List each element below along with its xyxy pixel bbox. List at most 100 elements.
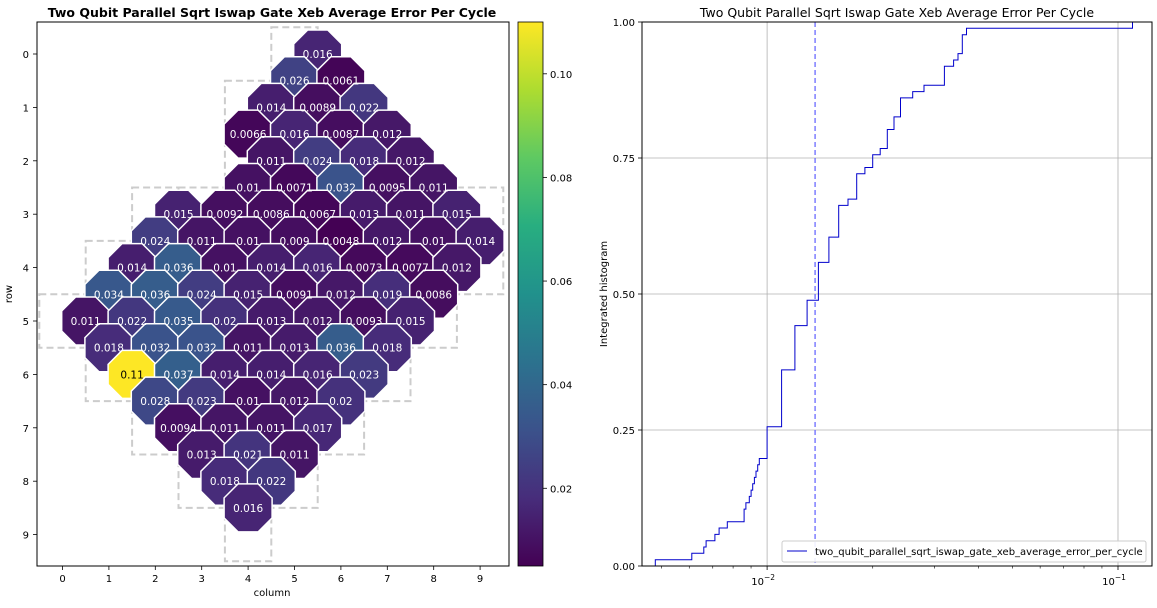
pair-value-label: 0.018 — [94, 343, 124, 355]
pair-value-label: 0.036 — [140, 289, 170, 301]
colorbar-tick-label: 0.10 — [550, 70, 572, 81]
pair-cell — [223, 483, 273, 533]
pair-value-label: 0.012 — [303, 316, 333, 328]
pair-value-label: 0.017 — [303, 423, 333, 435]
cdf-panel: Two Qubit Parallel Sqrt Iswap Gate Xeb A… — [599, 5, 1153, 588]
y-tick-label: 0.75 — [613, 154, 635, 165]
pair-value-label: 0.022 — [117, 316, 147, 328]
pair-value-label: 0.0071 — [276, 183, 313, 195]
pair-value-label: 0.0087 — [323, 129, 360, 141]
x-tick-base: 10 — [1102, 577, 1115, 588]
pair-value-label: 0.011 — [210, 423, 240, 435]
x-tick-label: 3 — [199, 574, 205, 585]
pair-value-labels: 0.016 0.026 0.0061 0.014 0.0089 0.022 0.0066 0.… — [71, 49, 496, 515]
pair-value-label: 0.014 — [465, 236, 495, 248]
pair-value-label: 0.011 — [256, 423, 286, 435]
pair-value-label: 0.015 — [233, 289, 263, 301]
x-tick-label: 10−1 — [1102, 573, 1126, 588]
pair-value-label: 0.013 — [349, 209, 379, 221]
pair-value-label: 0.035 — [163, 316, 193, 328]
pair-value-label: 0.022 — [349, 102, 379, 114]
heatmap-x-label: column — [254, 588, 291, 599]
y-tick-label: 3 — [23, 210, 29, 221]
heatmap-axes-frame — [36, 21, 510, 567]
pair-value-label: 0.023 — [187, 396, 217, 408]
x-tick-exponent: −1 — [1115, 573, 1126, 582]
pair-value-label: 0.014 — [210, 369, 240, 381]
cdf-legend: two_qubit_parallel_sqrt_iswap_gate_xeb_a… — [781, 540, 1147, 563]
pair-value-label: 0.034 — [94, 289, 124, 301]
x-tick-label: 7 — [384, 574, 390, 585]
x-tick-label: 5 — [291, 574, 297, 585]
colorbar-tick-label: 0.06 — [550, 277, 572, 288]
y-tick-label: 5 — [23, 317, 29, 328]
pair-value-label: 0.0091 — [276, 289, 313, 301]
pair-value-label: 0.024 — [187, 289, 217, 301]
heatmap-y-ticks: 0 1 2 3 4 5 6 7 8 9 — [23, 50, 37, 542]
pair-value-label: 0.0048 — [323, 236, 360, 248]
pair-value-label: 0.0061 — [323, 76, 360, 88]
pair-value-label: 0.016 — [233, 503, 263, 515]
pair-value-label: 0.011 — [395, 209, 425, 221]
pair-value-label: 0.0086 — [253, 209, 290, 221]
pair-value-label: 0.014 — [256, 102, 286, 114]
heatmap-title: Two Qubit Parallel Sqrt Iswap Gate Xeb A… — [48, 5, 497, 20]
y-tick-label: 0.50 — [613, 290, 635, 301]
pair-value-label: 0.016 — [303, 49, 333, 61]
pair-value-label: 0.0092 — [207, 209, 244, 221]
pair-value-label: 0.016 — [303, 369, 333, 381]
pair-value-label: 0.032 — [187, 343, 217, 355]
pair-value-label: 0.037 — [163, 369, 193, 381]
heatmap-x-ticks: 0 1 2 3 4 5 6 7 8 9 — [59, 566, 483, 585]
pair-value-label: 0.032 — [326, 183, 356, 195]
x-tick-label: 4 — [245, 574, 251, 585]
pair-value-label: 0.012 — [372, 236, 402, 248]
pair-value-label: 0.021 — [233, 450, 263, 462]
colorbar-tick-label: 0.04 — [550, 381, 572, 392]
y-tick-label: 0 — [23, 50, 29, 61]
cdf-title: Two Qubit Parallel Sqrt Iswap Gate Xeb A… — [699, 5, 1094, 20]
pair-value-label: 0.012 — [442, 263, 472, 275]
pair-value-label: 0.11 — [120, 369, 143, 381]
pair-value-label: 0.01 — [236, 396, 259, 408]
pair-value-label: 0.012 — [395, 156, 425, 168]
pair-value-label: 0.01 — [422, 236, 445, 248]
x-tick-label: 1 — [106, 574, 112, 585]
y-tick-label: 1 — [23, 103, 29, 114]
pair-value-label: 0.011 — [71, 316, 101, 328]
pair-value-label: 0.015 — [163, 209, 193, 221]
pair-value-label: 0.014 — [117, 263, 147, 275]
pair-value-label: 0.024 — [140, 236, 170, 248]
pair-value-label: 0.0093 — [346, 316, 383, 328]
pair-value-label: 0.0086 — [415, 289, 452, 301]
pair-value-label: 0.036 — [163, 263, 193, 275]
pair-value-label: 0.011 — [187, 236, 217, 248]
pair-value-label: 0.009 — [279, 236, 309, 248]
pair-value-label: 0.011 — [419, 183, 449, 195]
pair-value-label: 0.024 — [303, 156, 333, 168]
pair-value-label: 0.0066 — [230, 129, 267, 141]
pair-value-label: 0.0077 — [392, 263, 429, 275]
pair-value-label: 0.014 — [256, 369, 286, 381]
cdf-y-ticks: 0.00 0.25 0.50 0.75 1.00 — [613, 18, 642, 573]
legend-box — [781, 540, 1147, 563]
pair-value-label: 0.018 — [210, 476, 240, 488]
pair-value-label: 0.011 — [279, 450, 309, 462]
pair-value-label: 0.018 — [372, 343, 402, 355]
pair-value-label: 0.0095 — [369, 183, 406, 195]
pair-value-label: 0.026 — [279, 76, 309, 88]
pair-value-label: 0.011 — [256, 156, 286, 168]
pair-value-label: 0.0067 — [299, 209, 336, 221]
pair-value-label: 0.028 — [140, 396, 170, 408]
y-tick-label: 6 — [23, 370, 29, 381]
x-tick-label: 6 — [338, 574, 344, 585]
pair-value-label: 0.01 — [236, 236, 259, 248]
pair-value-label: 0.011 — [233, 343, 263, 355]
x-tick-label: 10−2 — [751, 573, 775, 588]
cdf-grid — [642, 21, 1152, 567]
y-tick-label: 9 — [23, 531, 29, 542]
pair-value-label: 0.01 — [236, 183, 259, 195]
y-tick-label: 2 — [23, 157, 29, 168]
pair-value-label: 0.0089 — [299, 102, 336, 114]
x-tick-label: 0 — [59, 574, 65, 585]
